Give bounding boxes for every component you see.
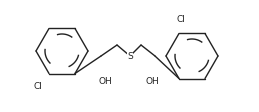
Text: OH: OH bbox=[98, 77, 112, 86]
Text: OH: OH bbox=[145, 77, 159, 86]
Text: Cl: Cl bbox=[177, 15, 185, 24]
Text: Cl: Cl bbox=[34, 82, 42, 91]
Text: S: S bbox=[127, 52, 133, 61]
